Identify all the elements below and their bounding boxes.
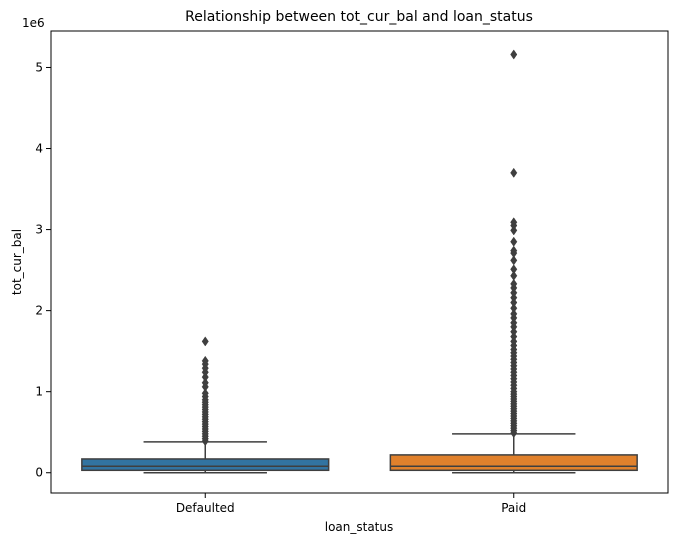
box-iqr — [389, 454, 638, 472]
outlier-point — [201, 377, 209, 388]
outlier-point — [510, 303, 518, 314]
box-paid — [389, 49, 638, 474]
outlier-point — [510, 245, 518, 256]
x-axis-label: loan_status — [325, 520, 394, 534]
outlier-point — [201, 336, 209, 347]
y-tick-label: 2 — [35, 304, 43, 318]
y-tick-label: 1 — [35, 385, 43, 399]
y-axis-offset-label: 1e6 — [22, 16, 45, 30]
x-axis: Defaulted Paid — [176, 493, 526, 515]
outlier-point — [201, 388, 209, 399]
y-tick-label: 0 — [35, 466, 43, 480]
outlier-point — [510, 217, 518, 228]
chart-title: Relationship between tot_cur_bal and loa… — [185, 9, 533, 25]
plot-area-frame — [50, 30, 669, 494]
box-series — [81, 49, 638, 474]
outlier-point — [510, 255, 518, 266]
y-tick-label: 5 — [35, 60, 43, 74]
y-axis: 0 1 2 3 4 5 — [35, 60, 51, 480]
y-tick-label: 4 — [35, 142, 43, 156]
x-tick-label: Paid — [501, 501, 526, 515]
outlier-point — [510, 264, 518, 275]
outlier-point — [510, 49, 518, 60]
outlier-point — [510, 236, 518, 247]
box-iqr — [81, 458, 330, 472]
y-axis-label: tot_cur_bal — [10, 229, 24, 295]
outlier-point — [510, 278, 518, 289]
outlier-point — [201, 355, 209, 366]
x-tick-label: Defaulted — [176, 501, 235, 515]
y-tick-label: 3 — [35, 223, 43, 237]
outlier-point — [510, 167, 518, 178]
outlier-point — [510, 308, 518, 319]
outlier-point — [510, 270, 518, 281]
box-defaulted — [81, 336, 330, 474]
